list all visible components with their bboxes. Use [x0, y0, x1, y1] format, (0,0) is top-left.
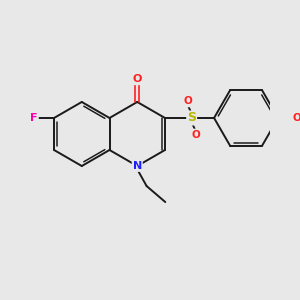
Text: O: O — [183, 96, 192, 106]
Text: O: O — [191, 130, 200, 140]
Text: O: O — [133, 74, 142, 84]
Text: S: S — [187, 112, 196, 124]
Text: N: N — [133, 161, 142, 171]
Text: F: F — [30, 113, 38, 123]
Text: O: O — [293, 113, 300, 123]
